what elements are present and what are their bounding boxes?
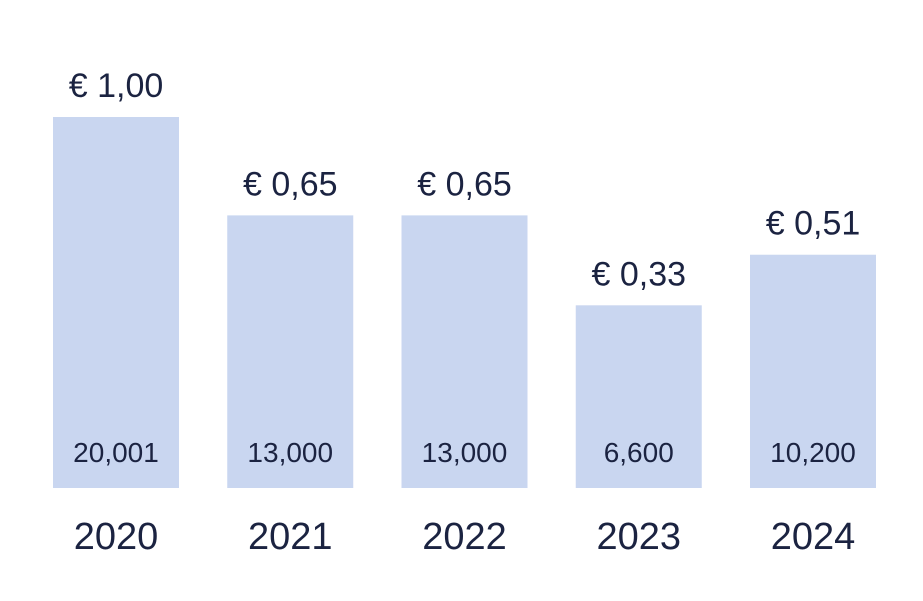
bar-2020 [53, 117, 179, 488]
bar-inner-label-2024: 10,200 [770, 437, 856, 468]
x-tick-label-2023: 2023 [596, 516, 681, 558]
bar-value-label-2023: € 0,33 [591, 255, 686, 293]
bar-2021 [227, 215, 354, 488]
bar-2023 [575, 305, 702, 488]
bars [53, 117, 876, 488]
x-tick-label-2021: 2021 [248, 516, 333, 558]
bar-value-label-2020: € 1,00 [69, 67, 164, 105]
bar-2024 [750, 254, 876, 488]
bar-inner-label-2023: 6,600 [604, 437, 674, 468]
bar-value-label-2021: € 0,65 [243, 165, 338, 203]
bar-value-label-2024: € 0,51 [766, 205, 861, 243]
labels: € 1,00 20,001 2020 € 0,65 13,000 2021 € 0,65 13… [69, 67, 861, 558]
bar-inner-label-2021: 13,000 [247, 437, 333, 468]
x-tick-label-2024: 2024 [771, 516, 856, 558]
bar-inner-label-2020: 20,001 [73, 437, 159, 468]
bar-value-label-2022: € 0,65 [417, 165, 512, 203]
x-tick-label-2022: 2022 [422, 516, 507, 558]
bar-inner-label-2022: 13,000 [422, 437, 508, 468]
bar-2022 [401, 215, 528, 488]
x-tick-label-2020: 2020 [74, 516, 159, 558]
